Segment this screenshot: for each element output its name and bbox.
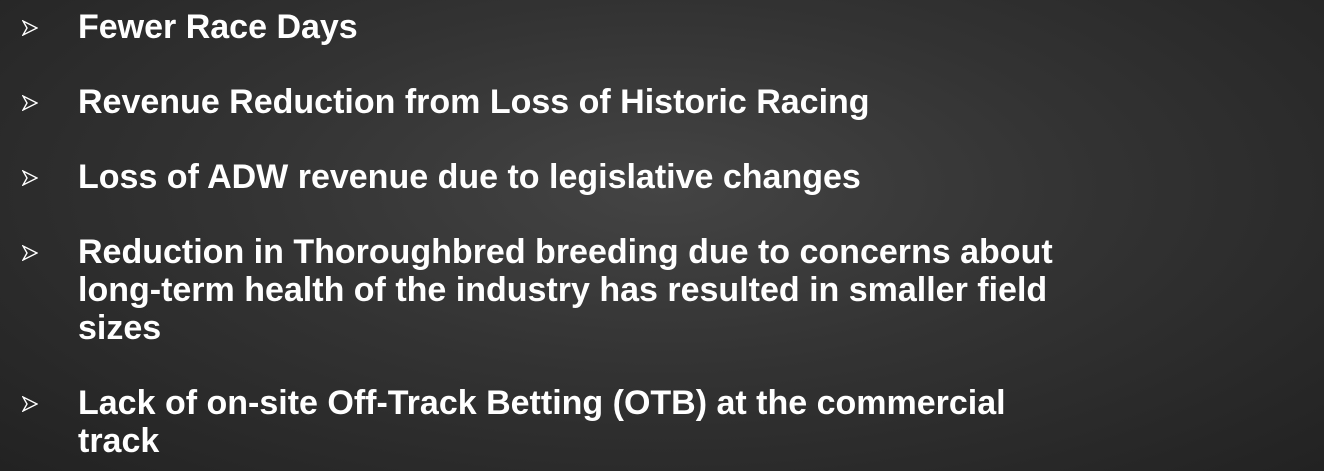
bullet-arrow: [22, 20, 38, 36]
bullet-text: long-term health of the industry has res…: [78, 271, 1048, 309]
bullet-arrow: [22, 95, 38, 111]
bullet-item: Revenue Reduction from Loss of Historic …: [0, 83, 1324, 121]
bullet-list: Fewer Race Days Revenue Reduction from Lo…: [0, 0, 1324, 460]
bullet-arrow: [22, 396, 38, 412]
arrow-shape: [22, 170, 38, 186]
bullet-text: Lack of on-site Off-Track Betting (OTB) …: [78, 384, 1006, 422]
bullet-item: Lack of on-site Off-Track Betting (OTB) …: [0, 384, 1324, 460]
bullet-text: Loss of ADW revenue due to legislative c…: [78, 158, 861, 196]
bullet-text: Revenue Reduction from Loss of Historic …: [78, 83, 870, 121]
bullet-text: Reduction in Thoroughbred breeding due t…: [78, 233, 1053, 271]
arrow-shape: [22, 20, 38, 36]
arrow-shape: [22, 95, 38, 111]
bullet-item: Fewer Race Days: [0, 8, 1324, 46]
bullet-item: Reduction in Thoroughbred breeding due t…: [0, 233, 1324, 347]
arrow-shape: [22, 396, 38, 412]
bullet-arrow: [22, 170, 38, 186]
bullet-text: Fewer Race Days: [78, 8, 358, 46]
bullet-text: sizes: [78, 309, 162, 347]
bullet-text: track: [78, 422, 160, 460]
arrow-shape: [22, 245, 38, 261]
bullet-arrow: [22, 245, 38, 261]
bullet-item: Loss of ADW revenue due to legislative c…: [0, 158, 1324, 196]
